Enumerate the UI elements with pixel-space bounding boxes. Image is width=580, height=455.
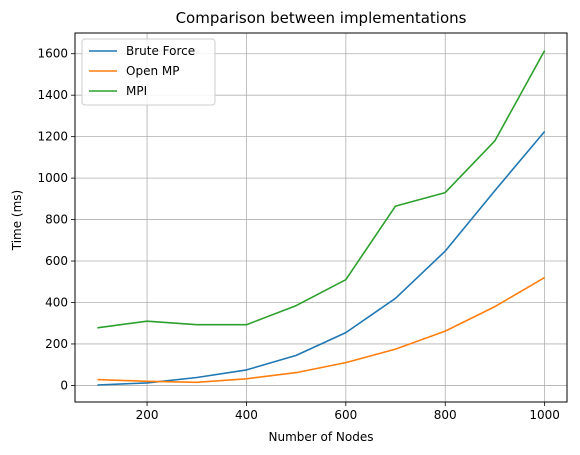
legend-label: Brute Force	[126, 44, 195, 58]
x-tick-label: 800	[434, 408, 457, 422]
legend-box	[81, 38, 216, 106]
y-tick-label: 1400	[37, 88, 68, 102]
x-tick-label: 600	[334, 408, 357, 422]
series-line-mpi	[97, 50, 546, 329]
y-tick-label: 1600	[37, 47, 68, 61]
x-tick-label: 200	[136, 408, 159, 422]
x-tick-label: 1000	[529, 408, 560, 422]
y-tick-label: 200	[45, 337, 68, 351]
y-tick-label: 400	[45, 295, 68, 309]
y-axis-label: Time (ms)	[10, 190, 24, 252]
y-axis-ticks: 0 200 400 600 800 1000 1200 1400 1600	[37, 47, 75, 392]
legend-label: Open MP	[126, 64, 179, 78]
x-axis-ticks: 200 400 600 800 1000	[136, 402, 560, 422]
grid-lines	[75, 33, 567, 402]
y-tick-label: 1200	[37, 130, 68, 144]
chart-title: Comparison between implementations	[176, 9, 467, 27]
series-line-brute-force	[97, 130, 546, 386]
plot-area-frame	[74, 32, 568, 403]
y-tick-label: 600	[45, 254, 68, 268]
legend-label: MPI	[126, 84, 147, 98]
legend: Brute Force Open MP MPI	[81, 38, 216, 106]
series-layer	[97, 50, 546, 386]
y-tick-label: 0	[60, 378, 68, 392]
x-axis-label: Number of Nodes	[269, 430, 374, 444]
y-tick-label: 1000	[37, 171, 68, 185]
x-tick-label: 400	[235, 408, 258, 422]
series-line-open-mp	[97, 276, 546, 384]
y-tick-label: 800	[45, 213, 68, 227]
